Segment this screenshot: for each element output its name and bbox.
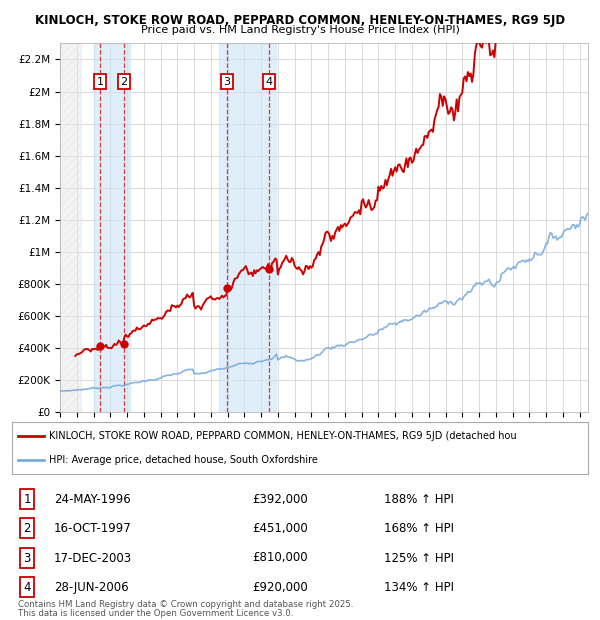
Text: £392,000: £392,000 — [252, 493, 308, 505]
Text: £920,000: £920,000 — [252, 581, 308, 593]
Text: 188% ↑ HPI: 188% ↑ HPI — [384, 493, 454, 505]
Text: 24-MAY-1996: 24-MAY-1996 — [54, 493, 131, 505]
Text: 2: 2 — [120, 77, 127, 87]
Text: £810,000: £810,000 — [252, 552, 308, 564]
Text: 17-DEC-2003: 17-DEC-2003 — [54, 552, 132, 564]
Text: This data is licensed under the Open Government Licence v3.0.: This data is licensed under the Open Gov… — [18, 608, 293, 618]
Bar — [219, 43, 276, 412]
Text: KINLOCH, STOKE ROW ROAD, PEPPARD COMMON, HENLEY-ON-THAMES, RG9 5JD: KINLOCH, STOKE ROW ROAD, PEPPARD COMMON,… — [35, 14, 565, 27]
Text: 3: 3 — [223, 77, 230, 87]
Text: Contains HM Land Registry data © Crown copyright and database right 2025.: Contains HM Land Registry data © Crown c… — [18, 600, 353, 609]
Text: HPI: Average price, detached house, South Oxfordshire: HPI: Average price, detached house, Sout… — [49, 454, 319, 464]
Bar — [94, 43, 130, 412]
Text: Price paid vs. HM Land Registry's House Price Index (HPI): Price paid vs. HM Land Registry's House … — [140, 25, 460, 35]
Text: 125% ↑ HPI: 125% ↑ HPI — [384, 552, 454, 564]
Text: 2: 2 — [23, 522, 31, 534]
Text: 134% ↑ HPI: 134% ↑ HPI — [384, 581, 454, 593]
Text: 4: 4 — [266, 77, 273, 87]
Text: 1: 1 — [23, 493, 31, 505]
Text: 4: 4 — [23, 581, 31, 593]
Text: 3: 3 — [23, 552, 31, 564]
Text: 1: 1 — [97, 77, 103, 87]
Text: £451,000: £451,000 — [252, 522, 308, 534]
Bar — [60, 43, 82, 412]
Text: 28-JUN-2006: 28-JUN-2006 — [54, 581, 128, 593]
Text: KINLOCH, STOKE ROW ROAD, PEPPARD COMMON, HENLEY-ON-THAMES, RG9 5JD (detached hou: KINLOCH, STOKE ROW ROAD, PEPPARD COMMON,… — [49, 432, 517, 441]
Text: 168% ↑ HPI: 168% ↑ HPI — [384, 522, 454, 534]
Text: 16-OCT-1997: 16-OCT-1997 — [54, 522, 132, 534]
